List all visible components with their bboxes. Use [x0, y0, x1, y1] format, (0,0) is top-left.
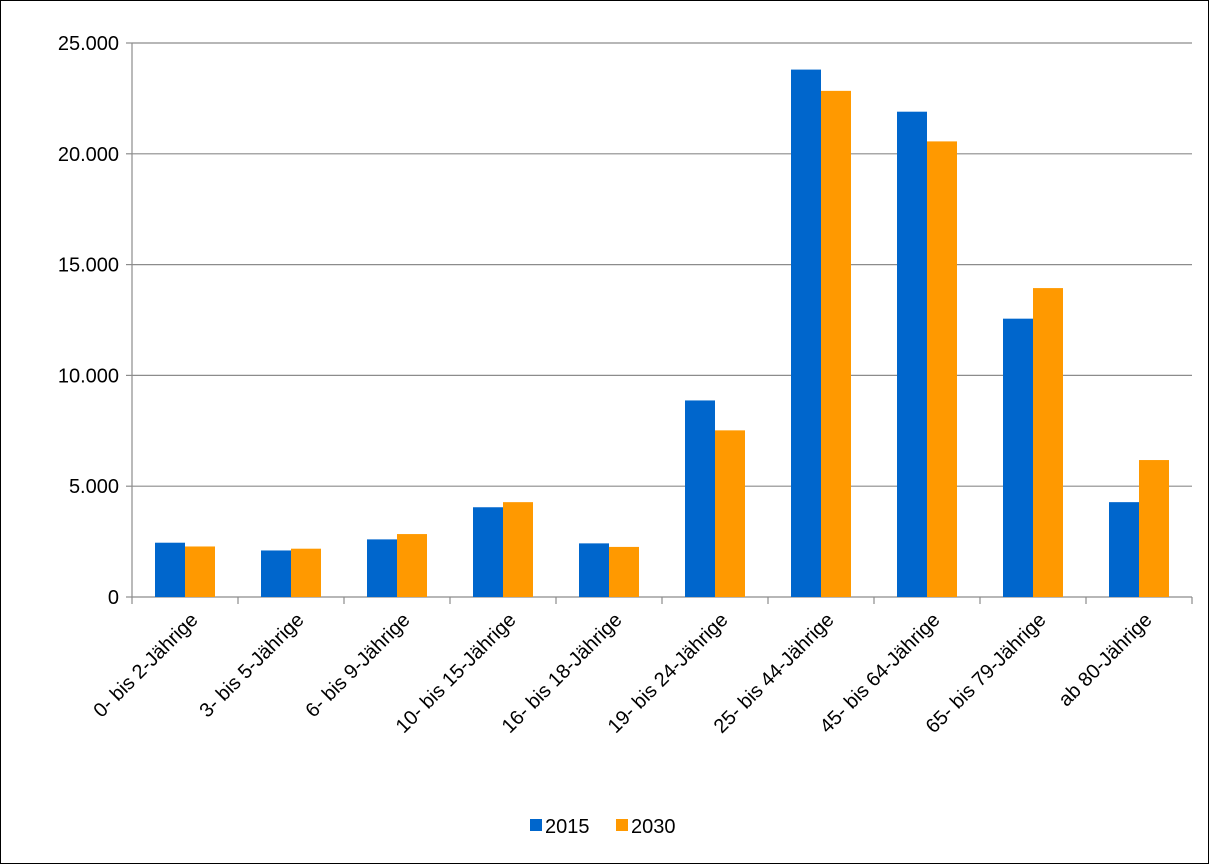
x-tick-label: 3- bis 5-Jährige [196, 609, 309, 722]
y-tick-label: 20.000 [58, 144, 119, 166]
y-tick-label: 5.000 [69, 476, 119, 498]
bar-2015 [897, 111, 927, 598]
bar-2015 [685, 400, 715, 597]
bar-2015 [1109, 502, 1139, 597]
legend-label-2015: 2015 [545, 816, 590, 838]
bar-2015 [473, 507, 503, 597]
y-tick-labels: 0 5.000 10.000 15.000 20.000 25.000 [58, 33, 119, 609]
bar-2030 [503, 502, 533, 597]
y-tick-label: 15.000 [58, 255, 119, 277]
bar-2015 [367, 539, 397, 597]
x-tick-label: ab 80-Jährige [1054, 609, 1156, 711]
bar-2030 [715, 430, 745, 597]
bar-2030 [1033, 288, 1063, 597]
bar-2030 [609, 546, 639, 597]
x-tick-label: 6- bis 9-Jährige [302, 609, 415, 722]
legend: 2015 2030 [530, 816, 676, 838]
bars [155, 69, 1169, 598]
bar-2030 [821, 90, 851, 597]
bar-2030 [927, 141, 957, 598]
legend-swatch-2030 [616, 819, 628, 831]
bar-2030 [397, 534, 427, 597]
bar-2015 [261, 550, 291, 597]
y-tick-label: 25.000 [58, 33, 119, 55]
legend-swatch-2015 [530, 819, 542, 831]
bar-2030 [1139, 460, 1169, 597]
legend-label-2030: 2030 [631, 816, 676, 838]
y-tick-label: 0 [108, 587, 119, 609]
bar-2015 [579, 543, 609, 597]
x-tick-label: 65- bis 79-Jährige [922, 609, 1051, 738]
bar-2015 [155, 542, 185, 597]
bar-2015 [1003, 318, 1033, 597]
bar-2030 [185, 546, 215, 597]
bar-2015 [791, 69, 821, 598]
x-tick-label: 0- bis 2-Jährige [90, 609, 203, 722]
y-tick-label: 10.000 [58, 365, 119, 387]
bar-2030 [291, 548, 321, 597]
